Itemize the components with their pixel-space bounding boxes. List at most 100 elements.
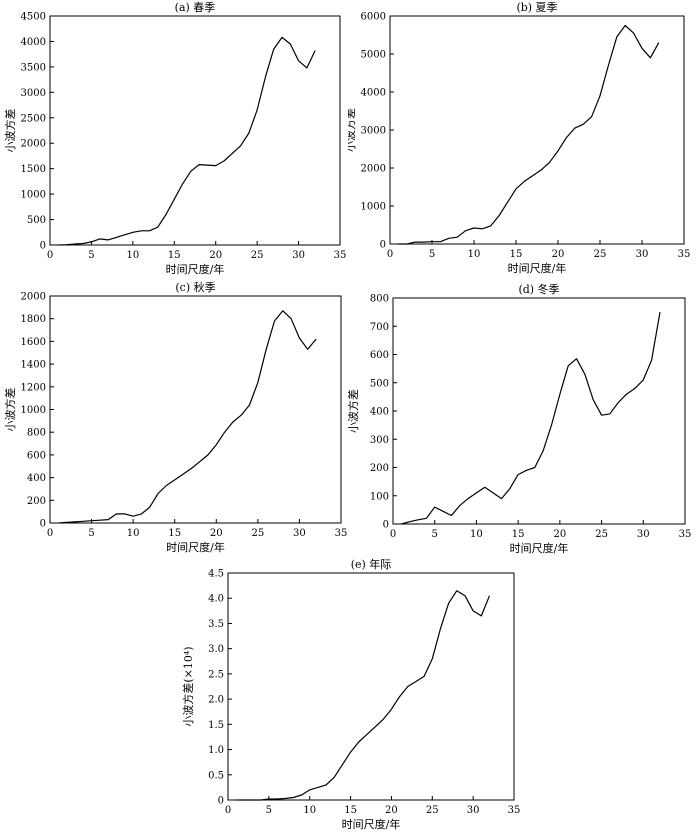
x-tick-label: 15 (512, 529, 525, 540)
y-axis-label: 小波方差 (348, 389, 360, 433)
x-tick-label: 35 (678, 249, 691, 260)
y-tick-label: 500 (27, 215, 46, 226)
x-tick-label: 30 (293, 528, 306, 539)
y-tick-label: 4000 (21, 37, 46, 48)
chart-panel-spring: (a) 春季 0 5 10 15 20 25 30 35 0 500 1000 1500 2000 2500… (0, 0, 350, 280)
y-tick-label: 1800 (21, 314, 46, 325)
x-tick-label: 25 (251, 250, 264, 261)
y-tick-label: 3000 (361, 126, 386, 137)
chart-svg-summer: (b) 夏季 0 5 10 15 20 25 30 35 0 1000 2000 3000 4000 500… (343, 1, 691, 275)
y-tick-label: 1500 (21, 164, 46, 175)
x-tick-label: 5 (432, 529, 438, 540)
chart-svg-autumn: (c) 秋季 0 5 10 15 20 25 30 35 0 200 400 600 800 1000 120… (3, 280, 348, 554)
x-tick-label: 25 (426, 805, 439, 816)
y-tick-label: 4500 (21, 12, 46, 23)
x-tick-label: 10 (470, 529, 483, 540)
chart-title: (a) 春季 (175, 1, 216, 14)
x-tick-label: 35 (508, 805, 521, 816)
chart-panel-autumn: (c) 秋季 0 5 10 15 20 25 30 35 0 200 400 600 800 1000 120… (0, 278, 350, 558)
y-tick-label: 2.5 (208, 669, 224, 680)
x-tick-label: 15 (344, 805, 357, 816)
x-tick-label: 0 (387, 249, 393, 260)
y-tick-label: 600 (370, 350, 389, 361)
y-tick-label: 200 (370, 463, 389, 474)
y-tick-label: 600 (27, 450, 46, 461)
y-tick-label: 800 (27, 428, 46, 439)
x-axis-label: 时间尺度/年 (166, 540, 225, 554)
plot-frame (49, 15, 341, 246)
y-tick-label: 2.0 (208, 695, 224, 706)
y-tick-label: 3.0 (208, 644, 224, 655)
x-tick-label: 5 (88, 250, 94, 261)
x-tick-label: 10 (127, 528, 140, 539)
y-tick-label: 100 (370, 491, 389, 502)
y-tick-label: 4.5 (208, 569, 224, 580)
x-tick-label: 25 (594, 249, 607, 260)
x-tick-label: 15 (510, 249, 523, 260)
x-tick-label: 25 (251, 528, 264, 539)
y-tick-label: 4.0 (208, 594, 224, 605)
series-line (401, 311, 661, 525)
y-tick-label: 3.5 (208, 619, 224, 630)
x-tick-label: 20 (552, 249, 565, 260)
chart-title: (e) 年际 (351, 557, 392, 571)
y-tick-label: 700 (370, 322, 389, 333)
x-tick-label: 5 (266, 805, 272, 816)
x-tick-label: 35 (334, 250, 347, 261)
chart-svg-annual: (e) 年际 0 5 10 15 20 25 30 35 0 0.5 1.0 1.5 2.0 2.5 3.0 3… (181, 557, 521, 831)
x-tick-label: 35 (679, 529, 692, 540)
x-tick-label: 0 (47, 250, 53, 261)
y-tick-label: 200 (27, 496, 46, 507)
x-tick-label: 10 (303, 805, 316, 816)
y-tick-label: 1200 (21, 382, 46, 393)
x-tick-label: 0 (47, 528, 53, 539)
x-axis-label: 时间尺度/年 (508, 261, 567, 275)
x-tick-label: 15 (168, 528, 181, 539)
x-tick-label: 10 (126, 250, 139, 261)
y-tick-label: 2500 (21, 113, 46, 124)
x-tick-label: 0 (225, 805, 231, 816)
y-tick-label: 800 (370, 294, 389, 305)
x-tick-label: 35 (335, 528, 348, 539)
x-axis-label: 时间尺度/年 (342, 817, 401, 831)
y-tick-label: 1.0 (208, 745, 224, 756)
y-tick-label: 2000 (21, 139, 46, 150)
plot-frame (392, 297, 686, 525)
x-tick-label: 30 (292, 250, 305, 261)
y-tick-label: 0 (383, 520, 389, 531)
plot-frame (389, 15, 685, 245)
y-tick-label: 3500 (21, 62, 46, 73)
chart-svg-winter: (d) 冬季 0 5 10 15 20 25 30 35 0 100 200 300 400 500 600 7… (346, 282, 692, 555)
y-axis-label: 小波方差 (3, 109, 17, 153)
x-tick-label: 20 (210, 528, 223, 539)
x-axis-label: 时间尺度/年 (166, 262, 225, 276)
y-tick-label: 0.5 (208, 770, 224, 781)
series-line (398, 24, 660, 245)
x-tick-label: 20 (209, 250, 222, 261)
y-tick-label: 300 (370, 435, 389, 446)
x-tick-label: 30 (467, 805, 480, 816)
x-tick-label: 5 (88, 528, 94, 539)
y-tick-label: 1400 (21, 360, 46, 371)
y-tick-label: 2000 (361, 164, 386, 175)
y-tick-label: 1600 (21, 337, 46, 348)
x-tick-label: 0 (390, 529, 396, 540)
x-tick-label: 5 (429, 249, 435, 260)
series-line (58, 36, 316, 246)
y-tick-label: 6000 (361, 12, 386, 23)
plot-frame (49, 295, 342, 524)
x-tick-label: 25 (595, 529, 608, 540)
chart-panel-winter: (d) 冬季 0 5 10 15 20 25 30 35 0 100 200 300 400 500 600 7… (346, 278, 700, 558)
y-axis-label: 小波方差 (3, 388, 17, 432)
x-tick-label: 10 (468, 249, 481, 260)
y-tick-label: 400 (27, 473, 46, 484)
x-axis-label: 时间尺度/年 (510, 541, 569, 555)
y-tick-label: 1.5 (208, 720, 224, 731)
chart-svg-spring: (a) 春季 0 5 10 15 20 25 30 35 0 500 1000 1500 2000 2500… (3, 1, 347, 276)
y-tick-label: 3000 (21, 88, 46, 99)
y-tick-label: 0 (40, 241, 46, 252)
y-tick-label: 0 (218, 796, 224, 807)
chart-title: (c) 秋季 (175, 280, 215, 294)
y-axis-label: 小波方差(×10⁴) (181, 646, 195, 726)
y-tick-label: 500 (370, 378, 389, 389)
